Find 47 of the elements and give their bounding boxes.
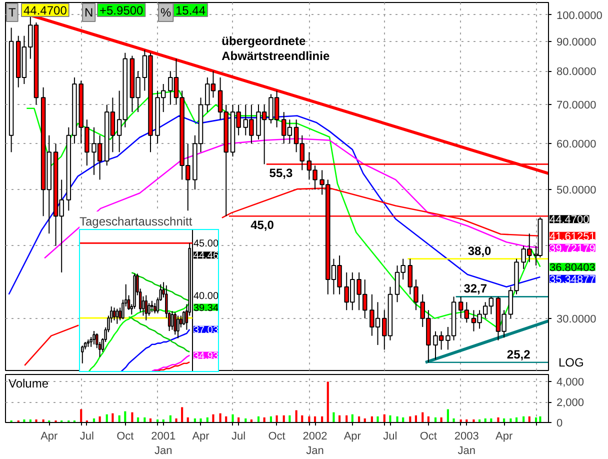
y-tick-label: 90.0000 [556,36,596,48]
annotation: 45,0 [250,218,274,232]
x-tick-label: Oct [420,430,437,442]
x-tick-label: Jul [80,430,94,442]
x-tick-label: Apr [495,430,513,442]
annotation: T [8,6,16,20]
y-tick-label: 30.0000 [556,313,596,326]
text: LOG [558,356,584,370]
y-tick-label: 45.00 [194,238,219,250]
chart-title: Volume [8,376,49,390]
annotation: 25,2 [506,347,531,362]
y-tick-label: 80.0000 [556,66,596,78]
data-label: 39.34 [194,302,219,314]
x-tick-label: Apr [344,430,362,442]
x-tick-label: Oct [116,430,134,442]
annotation: 38,0 [468,244,492,258]
x-tick-label: 2003 Jan [454,430,479,457]
x-tick-label: Apr [192,430,210,442]
y-tick-label: 0 [556,418,563,430]
chart-title: Tageschartausschnitt [80,214,193,228]
x-tick-label: 2001 Jan [151,430,176,457]
y-tick-label: 70.0000 [556,100,596,112]
x-tick-label: Jul [383,430,398,442]
data-label: 39.72179 [550,242,596,255]
annotation: 44.4700 [24,4,68,18]
data-label: 35.34877 [550,274,596,286]
y-tick-label: 60.0000 [556,138,596,151]
x-tick-label: 2002 Jan [302,430,328,457]
data-label: 37.03 [194,324,219,336]
x-tick-label: Oct [268,430,286,442]
annotation: +5.9500 [100,4,144,18]
y-tick-label: 40.00 [194,290,219,302]
annotation: 15.44 [176,4,206,18]
y-tick-label: 4,000 [556,376,584,389]
y-tick-label: 100.0000 [556,10,602,22]
x-tick-label: Apr [40,430,58,442]
x-tick-label: Jul [232,430,246,442]
annotation: 55,3 [269,166,293,180]
y-tick-label: 2,000 [556,397,584,410]
annotation: N [84,6,94,20]
annotation: 32,7 [464,282,488,296]
data-label: 34.93 [194,350,219,362]
annotation: übergeordnete Abwärtstreendlinie [222,34,330,63]
data-label: 36.80403 [550,262,596,274]
y-tick-label: 50.0000 [556,184,596,197]
annotation: % [160,6,172,20]
data-label: 41.61251 [550,230,596,243]
